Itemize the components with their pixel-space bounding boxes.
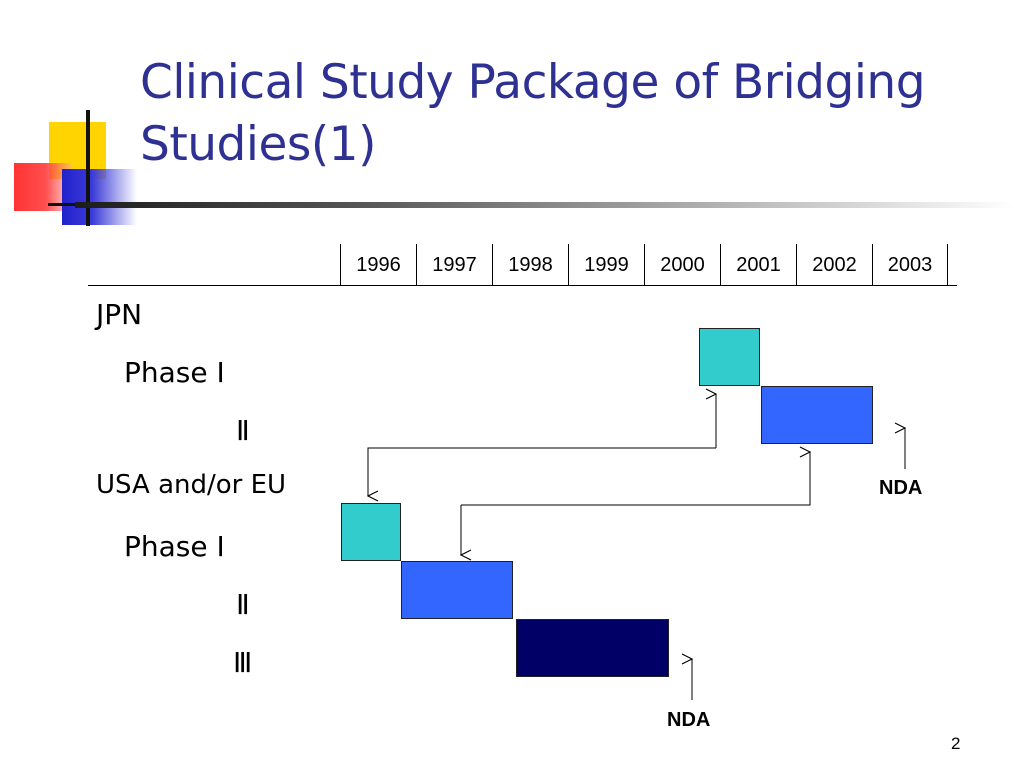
logo-vertical-line bbox=[86, 110, 90, 226]
title-underline bbox=[75, 202, 1015, 208]
us-eu-header-label: USA and/or EU bbox=[96, 470, 287, 500]
slide-title-line-2: Studies(1) bbox=[140, 117, 376, 172]
us-phase3-bar bbox=[516, 619, 669, 677]
us-phase1-bar bbox=[341, 503, 401, 561]
us-phase1-label: Phase Ⅰ bbox=[124, 530, 225, 563]
header-rule bbox=[88, 285, 957, 286]
year-2003: 2003 bbox=[872, 244, 948, 286]
jpn-phase2-label: Ⅱ bbox=[236, 414, 250, 447]
jpn-phase1-label: Phase Ⅰ bbox=[124, 356, 225, 389]
arrow-jpn1-to-us1 bbox=[368, 447, 716, 496]
jpn-phase1-bar bbox=[699, 328, 760, 386]
us-phase3-label: Ⅲ bbox=[233, 646, 253, 679]
year-1999: 1999 bbox=[568, 244, 644, 286]
jpn-phase2-bar bbox=[761, 386, 873, 444]
logo-blue-square bbox=[62, 169, 137, 225]
slide-title-line-1: Clinical Study Package of Bridging bbox=[140, 55, 926, 110]
arrow-us2-to-jpn2 bbox=[461, 452, 810, 506]
year-1998: 1998 bbox=[492, 244, 568, 286]
year-2002: 2002 bbox=[796, 244, 872, 286]
year-2000: 2000 bbox=[644, 244, 720, 286]
slide-title: Clinical Study Package of Bridging Studi… bbox=[140, 52, 1010, 176]
year-1997: 1997 bbox=[416, 244, 492, 286]
year-1996: 1996 bbox=[340, 244, 416, 286]
year-2001: 2001 bbox=[720, 244, 796, 286]
jpn-nda-label: NDA bbox=[879, 477, 923, 499]
us-nda-label: NDA bbox=[667, 709, 711, 731]
us-phase2-label: Ⅱ bbox=[236, 588, 250, 621]
page-number: 2 bbox=[951, 734, 961, 753]
year-header: 1996 1997 1998 1999 2000 2001 2002 2003 bbox=[340, 244, 948, 286]
jpn-header-label: JPN bbox=[96, 298, 143, 331]
us-phase2-bar bbox=[401, 561, 513, 619]
